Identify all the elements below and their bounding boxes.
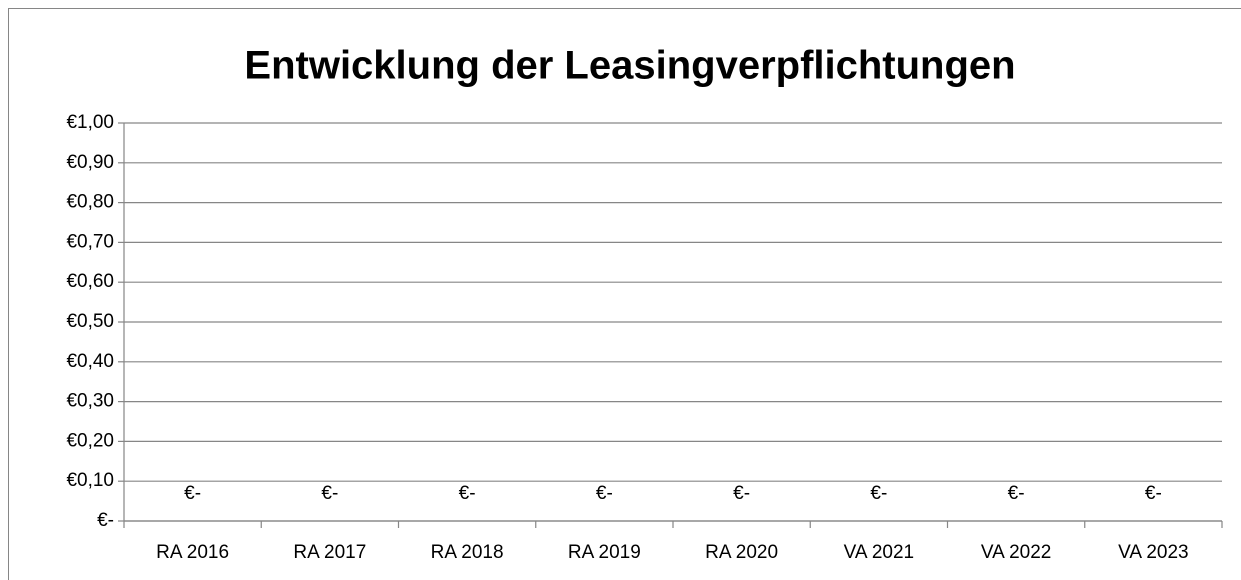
x-tick-label: VA 2023: [1118, 542, 1188, 563]
y-tick-label: €0,70: [66, 231, 114, 252]
x-tick-label: RA 2020: [705, 542, 778, 563]
data-label: €-: [1145, 483, 1162, 504]
x-tick-label: RA 2019: [568, 542, 641, 563]
y-tick-label: €-: [97, 510, 114, 531]
x-tick-label: RA 2017: [293, 542, 366, 563]
data-label: €-: [733, 483, 750, 504]
x-tick-label: RA 2016: [156, 542, 229, 563]
data-label: €-: [1008, 483, 1025, 504]
chart-title: Entwicklung der Leasingverpflichtungen: [244, 44, 1015, 88]
data-label: €-: [459, 483, 476, 504]
data-label: €-: [321, 483, 338, 504]
y-tick-label: €0,50: [66, 311, 114, 332]
x-tick-label: VA 2022: [981, 542, 1051, 563]
data-label: €-: [870, 483, 887, 504]
y-tick-label: €0,60: [66, 271, 114, 292]
x-tick-label: RA 2018: [431, 542, 504, 563]
y-tick-label: €0,90: [66, 152, 114, 173]
data-label: €-: [596, 483, 613, 504]
y-tick-label: €0,10: [66, 470, 114, 491]
y-tick-label: €0,80: [66, 192, 114, 213]
chart-frame: [8, 8, 1241, 580]
x-tick-label: VA 2021: [844, 542, 914, 563]
data-label: €-: [184, 483, 201, 504]
y-tick-label: €0,40: [66, 351, 114, 372]
y-tick-label: €0,30: [66, 391, 114, 412]
y-tick-label: €1,00: [66, 112, 114, 133]
y-tick-label: €0,20: [66, 430, 114, 451]
